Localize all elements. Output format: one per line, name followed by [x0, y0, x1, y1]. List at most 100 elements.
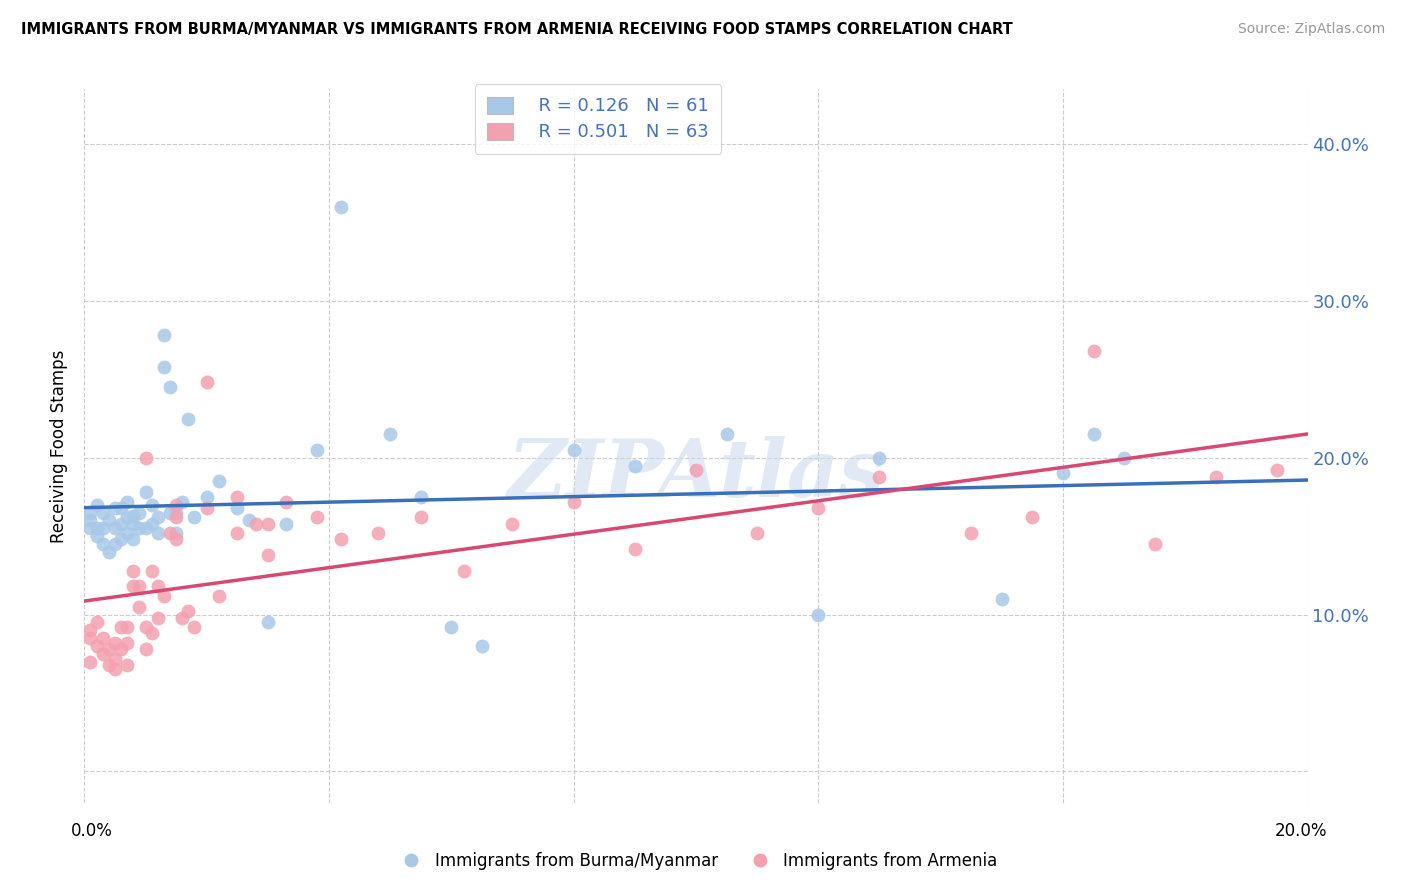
Point [146, 526, 169, 541]
Point [122, 508, 145, 523]
Point [165, 506, 187, 520]
Point [79, 624, 101, 638]
Point [104, 651, 127, 665]
Point [104, 521, 127, 535]
Point [110, 642, 132, 657]
Point [172, 611, 194, 625]
Point [104, 663, 127, 677]
Point [110, 620, 132, 634]
Point [257, 615, 280, 630]
Point [562, 494, 585, 508]
Point [195, 376, 218, 390]
Point [128, 599, 150, 614]
Point [165, 533, 187, 547]
Point [115, 510, 138, 524]
Point [624, 541, 647, 556]
Point [141, 498, 163, 512]
Text: 0.0%: 0.0% [70, 822, 112, 840]
Point [159, 506, 181, 520]
Point [1052, 467, 1074, 481]
Point [79, 521, 101, 535]
Point [245, 516, 267, 531]
Point [183, 620, 205, 634]
Point [1021, 510, 1043, 524]
Point [305, 442, 328, 457]
Point [183, 510, 205, 524]
Point [807, 607, 830, 622]
Point [122, 564, 145, 578]
Point [1114, 450, 1136, 465]
Point [747, 526, 769, 541]
Point [226, 490, 249, 504]
Point [91, 521, 114, 535]
Point [79, 514, 101, 528]
Point [135, 620, 157, 634]
Point [165, 526, 187, 541]
Point [624, 458, 647, 473]
Point [91, 631, 114, 645]
Point [91, 506, 114, 520]
Point [141, 516, 163, 531]
Point [122, 533, 145, 547]
Point [115, 494, 138, 508]
Point [991, 591, 1014, 606]
Point [135, 485, 157, 500]
Point [86, 615, 108, 630]
Point [471, 639, 494, 653]
Point [1083, 427, 1105, 442]
Point [409, 510, 432, 524]
Point [115, 526, 138, 541]
Point [141, 564, 163, 578]
Point [79, 655, 101, 669]
Point [159, 526, 181, 541]
Point [226, 526, 249, 541]
Point [208, 589, 231, 603]
Point [110, 500, 132, 515]
Point [562, 442, 585, 457]
Point [97, 657, 120, 672]
Point [208, 475, 231, 489]
Point [172, 494, 194, 508]
Point [195, 490, 218, 504]
Point [869, 469, 891, 483]
Point [79, 631, 101, 645]
Point [159, 380, 181, 394]
Point [165, 510, 187, 524]
Point [226, 500, 249, 515]
Point [115, 620, 138, 634]
Point [104, 537, 127, 551]
Point [807, 500, 830, 515]
Point [367, 526, 389, 541]
Text: ZIPAtlas: ZIPAtlas [508, 436, 884, 513]
Point [86, 529, 108, 543]
Point [146, 510, 169, 524]
Point [153, 328, 176, 343]
Point [960, 526, 983, 541]
Point [115, 657, 138, 672]
Point [97, 642, 120, 657]
Point [177, 604, 200, 618]
Point [146, 579, 169, 593]
Point [79, 506, 101, 520]
Point [453, 564, 475, 578]
Point [91, 537, 114, 551]
Point [685, 463, 707, 477]
Point [104, 636, 127, 650]
Point [135, 521, 157, 535]
Point [165, 498, 187, 512]
Point [716, 427, 738, 442]
Point [115, 636, 138, 650]
Point [195, 500, 218, 515]
Point [135, 450, 157, 465]
Point [869, 450, 891, 465]
Text: Source: ZipAtlas.com: Source: ZipAtlas.com [1237, 22, 1385, 37]
Point [153, 589, 176, 603]
Point [1083, 344, 1105, 359]
Point [91, 647, 114, 661]
Point [128, 521, 150, 535]
Point [110, 516, 132, 531]
Point [1205, 469, 1227, 483]
Point [380, 427, 402, 442]
Text: IMMIGRANTS FROM BURMA/MYANMAR VS IMMIGRANTS FROM ARMENIA RECEIVING FOOD STAMPS C: IMMIGRANTS FROM BURMA/MYANMAR VS IMMIGRA… [21, 22, 1012, 37]
Point [502, 516, 524, 531]
